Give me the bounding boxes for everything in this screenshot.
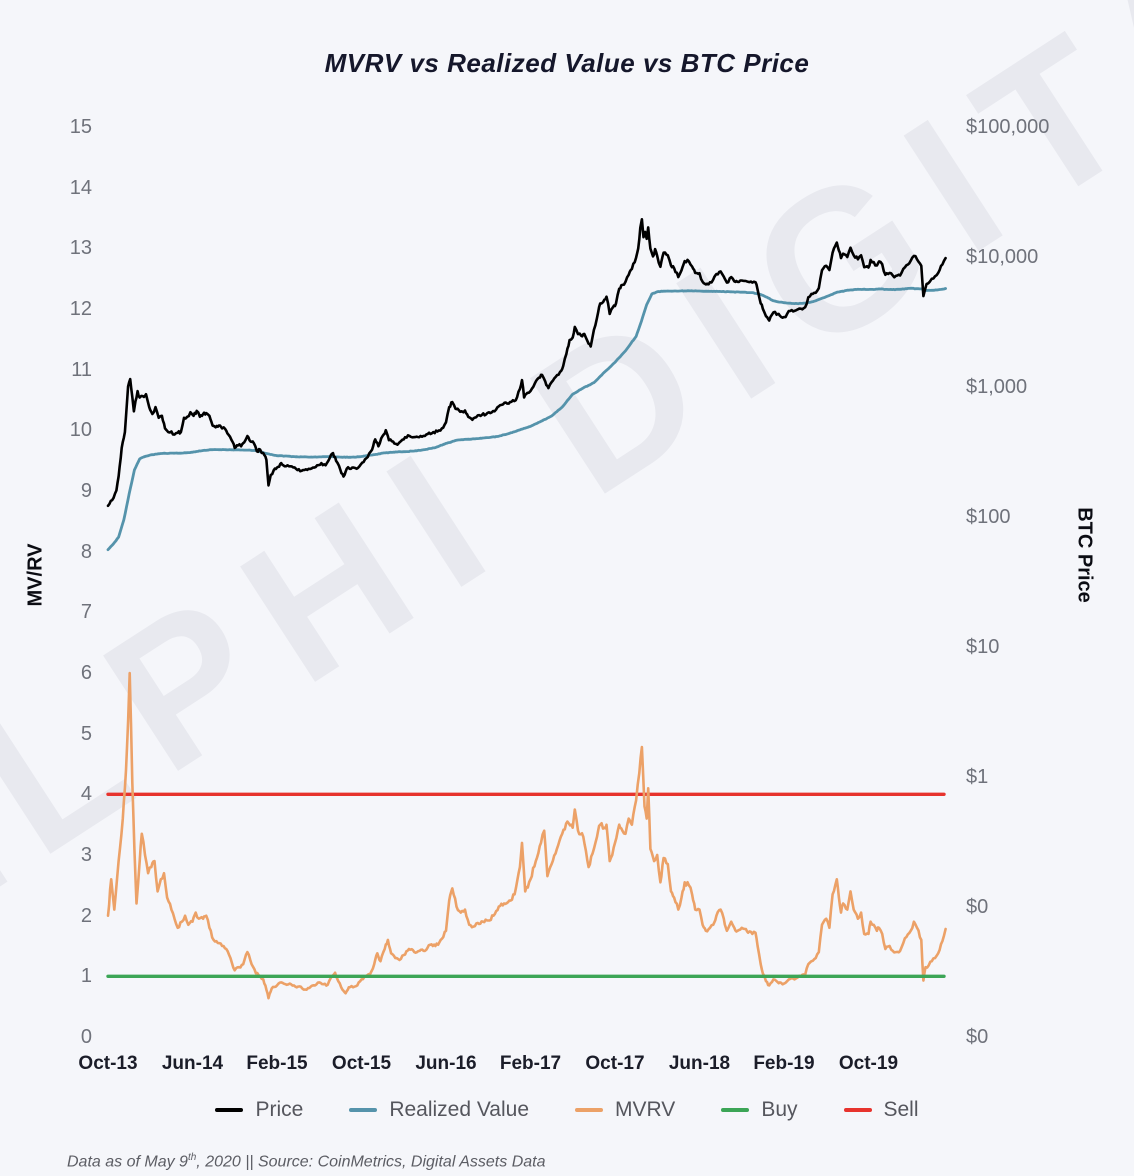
x-tick-Feb-19: Feb-19 (753, 1053, 815, 1074)
legend: Price Realized Value MVRV Buy Sell (0, 1098, 1134, 1122)
legend-label: Price (255, 1098, 304, 1121)
x-tick-Feb-17: Feb-17 (499, 1053, 562, 1074)
left-tick-5: 5 (80, 722, 92, 745)
legend-swatch-icon (843, 1108, 872, 1112)
right-tick-1: $1 (966, 766, 989, 788)
legend-swatch-icon (349, 1108, 378, 1112)
left-tick-9: 9 (80, 479, 92, 502)
left-tick-10: 10 (69, 419, 92, 442)
legend-swatch-icon (721, 1108, 750, 1112)
footer-superscript: th (187, 1152, 197, 1163)
x-tick-Jun-14: Jun-14 (161, 1053, 224, 1074)
left-tick-14: 14 (69, 176, 92, 199)
legend-label: MVRV (615, 1098, 676, 1121)
x-tick-Feb-15: Feb-15 (246, 1053, 308, 1074)
realized-value-line (106, 286, 947, 552)
right-tick-1000: $1,000 (966, 376, 1028, 398)
right-tick-100: $100 (966, 506, 1011, 528)
left-tick-1: 1 (80, 965, 92, 988)
x-tick-Oct-17: Oct-17 (585, 1053, 645, 1074)
x-tick-Oct-15: Oct-15 (331, 1053, 392, 1074)
right-tick-100000: $100,000 (966, 116, 1050, 138)
x-tick-Jun-16: Jun-16 (415, 1053, 477, 1074)
x-tick-Oct-19: Oct-19 (838, 1053, 899, 1074)
legend-item-sell[interactable]: Sell (843, 1098, 919, 1122)
left-tick-8: 8 (80, 540, 92, 563)
left-tick-6: 6 (80, 661, 92, 684)
legend-label: Buy (761, 1098, 798, 1121)
left-tick-0: 0 (80, 1026, 92, 1048)
x-tick-Oct-13: Oct-13 (78, 1053, 138, 1074)
left-tick-13: 13 (69, 237, 92, 260)
right-tick-10000: $10,000 (966, 246, 1039, 268)
legend-label: Sell (883, 1098, 919, 1121)
left-tick-3: 3 (80, 843, 92, 866)
legend-item-realized-value[interactable]: Realized Value (349, 1098, 529, 1122)
legend-swatch-icon (575, 1108, 604, 1112)
left-tick-2: 2 (80, 904, 92, 927)
left-tick-12: 12 (69, 297, 92, 320)
y-right-axis-label: BTC Price (1073, 507, 1096, 603)
legend-label: Realized Value (389, 1098, 530, 1121)
chart-title: MVRV vs Realized Value vs BTC Price (324, 48, 810, 78)
footer-note: Data as of May 9th, 2020 || Source: Coin… (67, 1152, 546, 1171)
right-tick-0: $0 (966, 1026, 989, 1048)
mvrv-line (106, 671, 947, 1000)
left-tick-7: 7 (80, 601, 92, 624)
legend-item-buy[interactable]: Buy (721, 1098, 798, 1122)
right-tick-10: $10 (966, 636, 1000, 658)
left-tick-15: 15 (69, 115, 92, 138)
x-tick-Jun-18: Jun-18 (668, 1053, 731, 1074)
legend-swatch-icon (215, 1108, 244, 1112)
left-tick-4: 4 (80, 783, 92, 806)
legend-item-price[interactable]: Price (215, 1098, 303, 1122)
right-tick-0: $0 (966, 896, 989, 918)
legend-item-mvrv[interactable]: MVRV (575, 1098, 675, 1122)
price-line (106, 218, 947, 508)
left-tick-11: 11 (71, 358, 92, 381)
